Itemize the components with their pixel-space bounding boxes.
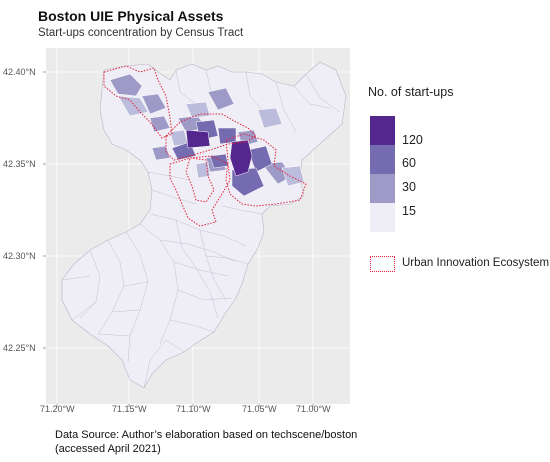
- uie-downtown-seaport: [225, 133, 307, 207]
- legend-label-60: 60: [402, 156, 416, 170]
- lon-label-7105: 71.05°W: [242, 404, 277, 414]
- tract-60: [231, 167, 265, 197]
- tract-30b: [117, 95, 149, 117]
- tract-30: [141, 93, 167, 115]
- legend-label-15: 15: [402, 204, 416, 218]
- axis-ticks: [43, 71, 314, 407]
- lon-label-7110: 71.10°W: [176, 404, 211, 414]
- legend-swatch-60: [370, 145, 395, 174]
- tracts-30b: [117, 95, 305, 187]
- lat-label-4230: 42.30°N: [3, 251, 36, 261]
- lat-label-4225: 42.25°N: [3, 343, 36, 353]
- legend-uie-label: Urban Innovation Ecosystem: [402, 257, 550, 269]
- lon-label-7120: 71.20°W: [40, 404, 75, 414]
- lat-label-4235: 42.35°N: [3, 159, 36, 169]
- tract-30: [207, 87, 235, 111]
- map-subtitle: Start-ups concentration by Census Tract: [38, 27, 244, 39]
- tract-120: [229, 139, 253, 177]
- source-line-1: Data Source: Author’s elaboration based …: [55, 429, 358, 441]
- legend-label-120: 120: [402, 133, 423, 147]
- uie-back-bay-roxbury: [169, 155, 231, 227]
- boston-land: [61, 61, 347, 389]
- boston-outline: [61, 61, 347, 389]
- uie-outlines: [103, 65, 307, 227]
- data-source-note: Data Source: Author’s elaboration based …: [55, 428, 385, 456]
- legend-title: No. of start-ups: [368, 85, 454, 99]
- uie-south-end: [185, 157, 215, 203]
- legend-swatch-30: [370, 174, 395, 203]
- lat-label-4240: 42.40°N: [3, 67, 36, 77]
- tract-120: [185, 129, 211, 149]
- lon-label-7100: 71.00°W: [296, 404, 331, 414]
- uie-cambridge-charlestown: [165, 113, 257, 161]
- legend-label-30: 30: [402, 180, 416, 194]
- legend-uie-swatch: [370, 256, 395, 272]
- tracts-120: [185, 129, 253, 177]
- tract-30b: [257, 107, 283, 129]
- tract-30b: [281, 165, 305, 187]
- source-line-2: (accessed April 2021): [55, 443, 161, 455]
- tract-30b: [195, 161, 211, 179]
- uie-allston-brighton: [103, 65, 173, 139]
- legend-swatch-15: [370, 203, 395, 232]
- map-title: Boston UIE Physical Assets: [38, 8, 224, 24]
- tract-60: [247, 145, 273, 173]
- legend-swatch-120: [370, 116, 395, 145]
- tract-30: [109, 73, 143, 97]
- lon-label-7115: 71.15°W: [112, 404, 147, 414]
